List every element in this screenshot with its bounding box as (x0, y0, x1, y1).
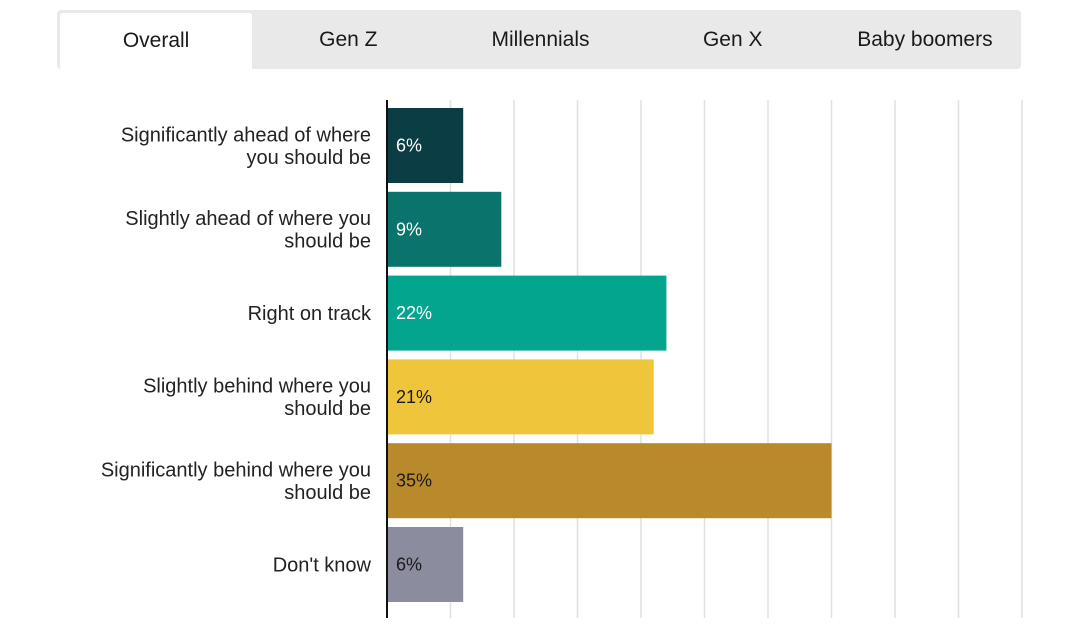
tab-gen-z[interactable]: Gen Z (319, 27, 378, 51)
bar (388, 443, 832, 519)
tab-gen-x[interactable]: Gen X (702, 27, 763, 51)
bar (388, 275, 667, 351)
category-label: Slightly ahead of where you should be (125, 208, 371, 253)
bar-value-label: 9% (396, 219, 422, 239)
category-label: Significantly behind where you should be (101, 459, 371, 504)
tab-baby-boomers[interactable]: Baby boomers (857, 27, 993, 51)
bar (388, 359, 654, 435)
category-label: Slightly behind where you should be (143, 376, 371, 421)
bar-value-label: 6% (396, 555, 422, 575)
segment-tab-bar: Overall Gen Z Millennials Gen X Baby boo… (57, 10, 1021, 69)
bar-value-label: 6% (396, 136, 422, 156)
gridlines (449, 100, 1023, 618)
bar (388, 108, 464, 183)
bar-value-label: 22% (396, 303, 432, 323)
bar-value-label: 35% (396, 471, 432, 491)
category-label: Right on track (248, 303, 372, 325)
bar (388, 191, 502, 267)
category-label: Significantly ahead of where you should b… (121, 124, 371, 169)
bar (388, 527, 464, 602)
category-label: Don't know (273, 555, 372, 577)
bar-value-label: 21% (396, 387, 432, 407)
tab-overall[interactable]: Overall (60, 13, 253, 69)
tab-millennials[interactable]: Millennials (491, 27, 590, 51)
bars: 6% 9% 22% 21% 35% 6% (388, 108, 832, 602)
category-labels: Significantly ahead of where you should b… (101, 124, 372, 576)
